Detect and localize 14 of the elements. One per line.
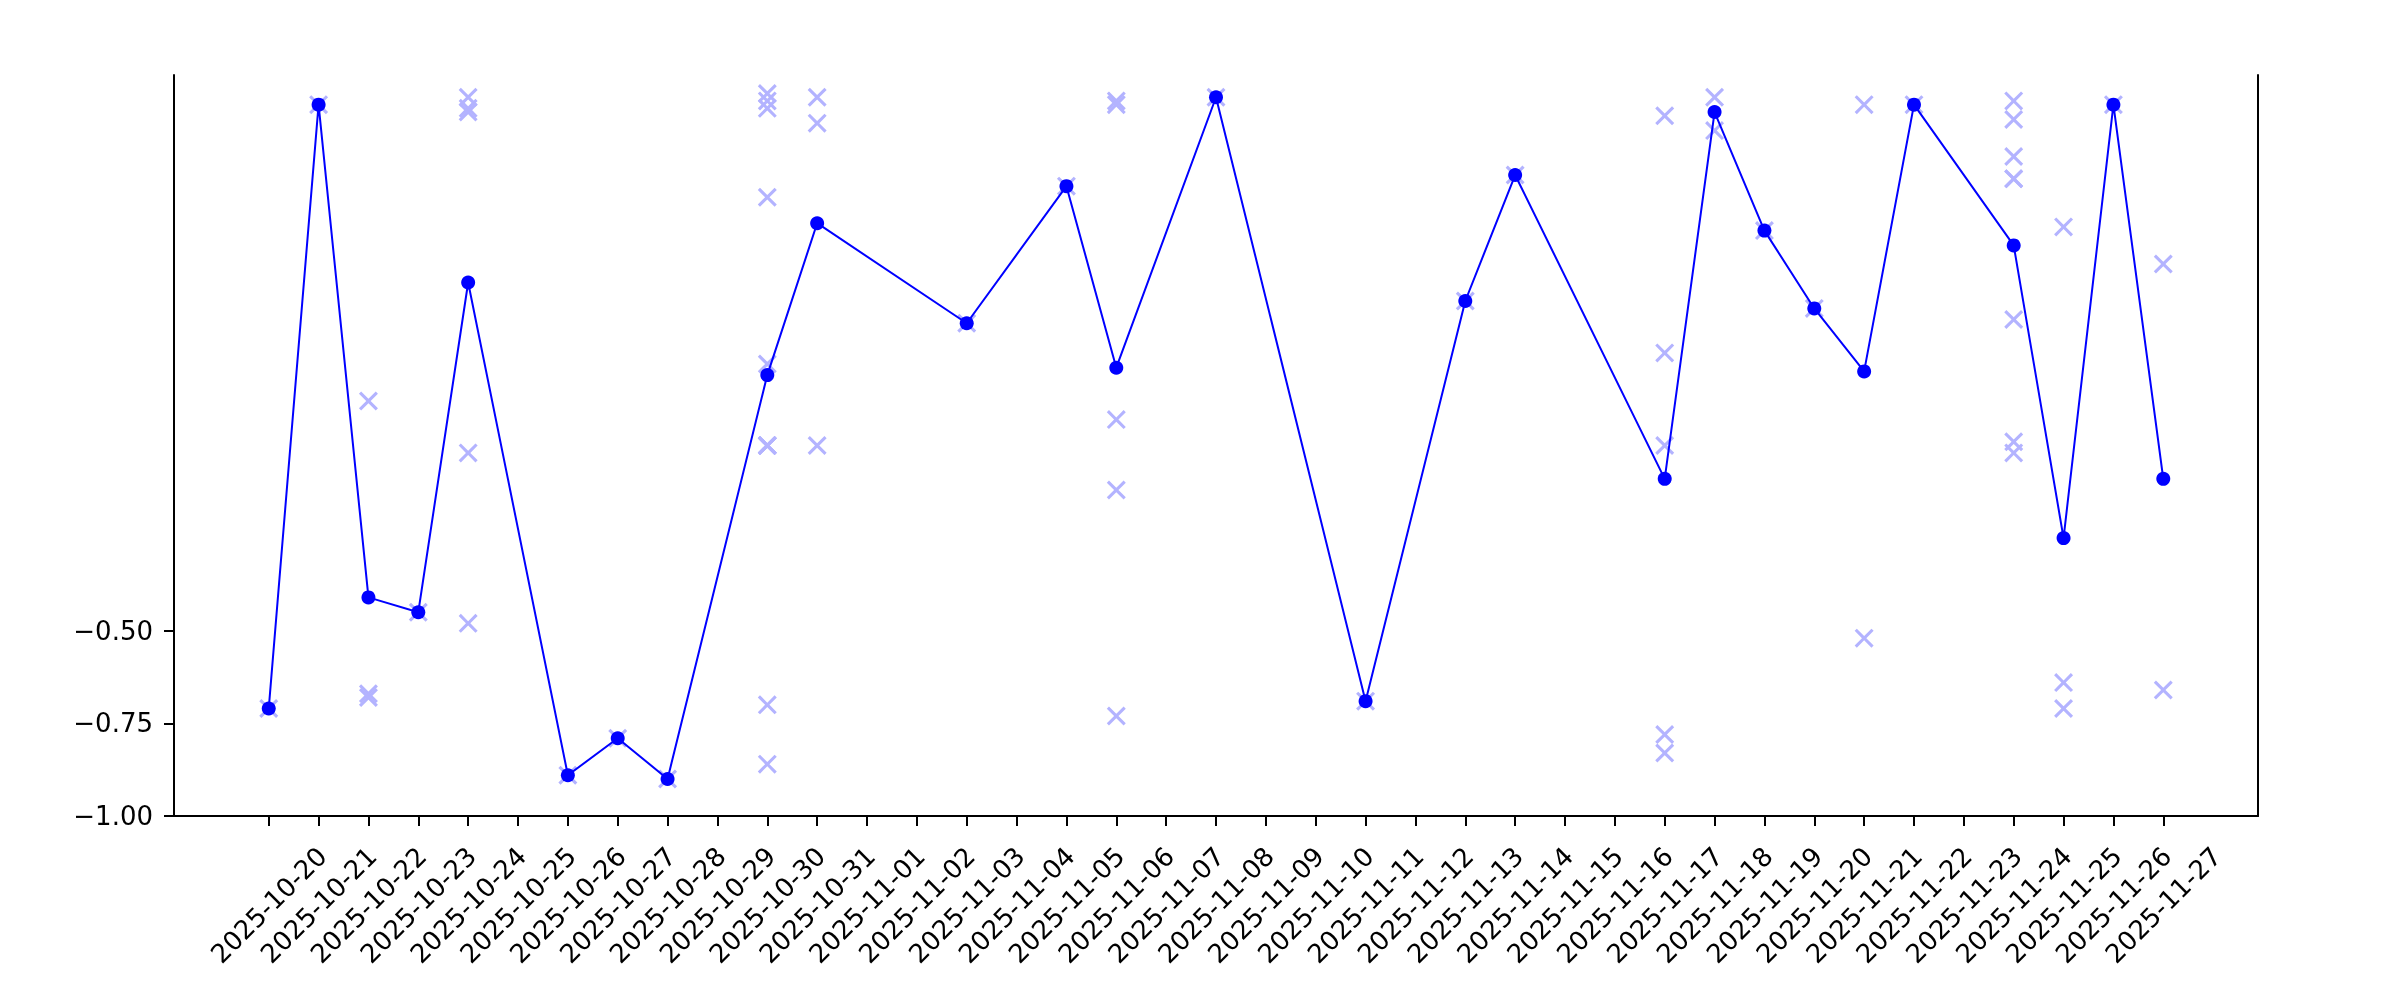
point xyxy=(1707,105,1722,120)
point xyxy=(2056,531,2071,546)
y-tick-label: −1.00 xyxy=(73,801,153,831)
point xyxy=(361,590,376,605)
point xyxy=(461,275,476,290)
point xyxy=(810,216,825,231)
point xyxy=(1657,471,1672,486)
y-tick-label: −0.50 xyxy=(73,615,153,646)
point xyxy=(760,368,775,383)
point xyxy=(2006,238,2021,253)
y-tick-label: −0.75 xyxy=(73,708,153,739)
point xyxy=(2156,471,2171,486)
point xyxy=(1109,360,1124,375)
point xyxy=(1857,364,1872,379)
